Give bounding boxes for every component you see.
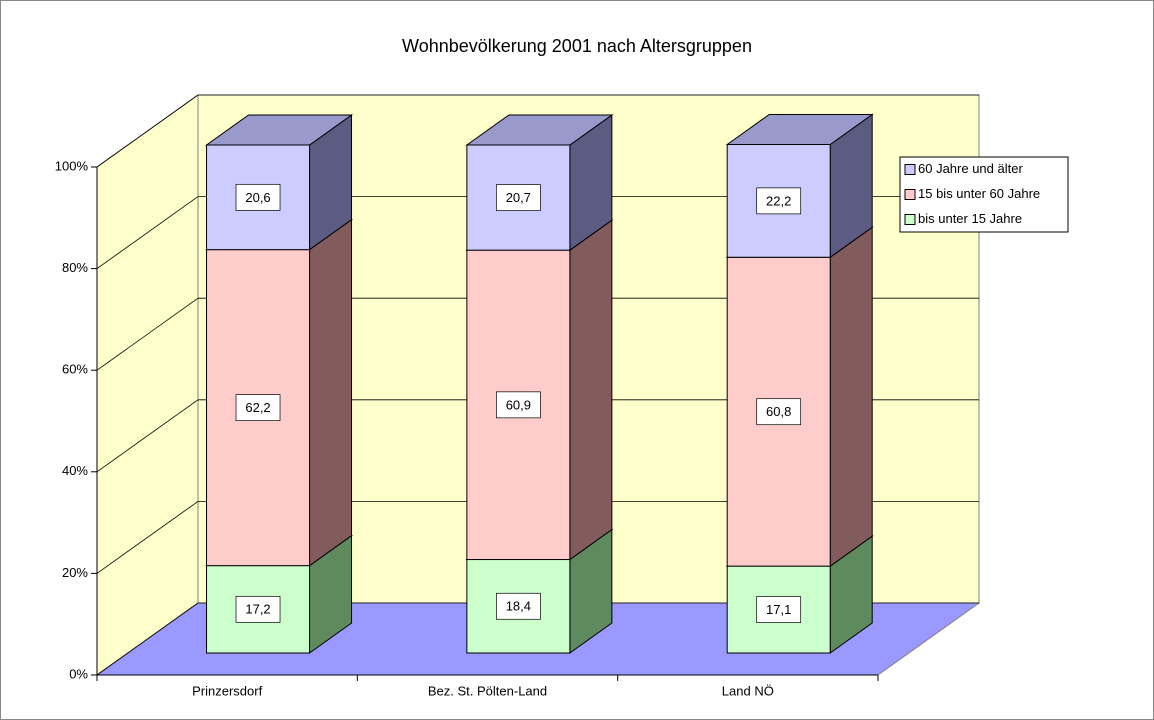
value-label-box <box>496 592 541 620</box>
bar <box>206 144 311 251</box>
value-label-box <box>235 595 281 623</box>
y-tick-label: 40% <box>62 463 88 478</box>
value-label-box <box>496 184 541 211</box>
value-label: 60,9 <box>506 397 531 412</box>
x-tick-label: Land NÖ <box>722 683 774 698</box>
x-tick-label: Prinzersdorf <box>192 683 262 698</box>
y-tick-label: 20% <box>62 565 88 580</box>
value-label-box <box>235 183 281 211</box>
value-label: 18,4 <box>506 599 531 614</box>
legend-swatch <box>904 189 916 200</box>
value-label-box <box>756 398 802 426</box>
bar-side <box>569 219 613 561</box>
y-tick-label: 100% <box>55 158 89 173</box>
value-label: 20,6 <box>245 190 270 205</box>
value-label-box <box>756 596 802 623</box>
y-tick-label: 60% <box>62 362 88 377</box>
grid-line <box>96 94 199 168</box>
legend-swatch <box>904 214 916 225</box>
x-tick-label: Bez. St. Pölten-Land <box>428 683 547 698</box>
legend-label: bis unter 15 Jahre <box>918 211 1022 226</box>
legend-label: 15 bis unter 60 Jahre <box>918 186 1040 201</box>
value-label: 20,7 <box>506 190 531 205</box>
bar-side <box>309 218 353 567</box>
y-tick-label: 80% <box>62 260 88 275</box>
y-tick-label: 0% <box>69 666 88 681</box>
grid-line <box>96 602 199 676</box>
legend-swatch <box>904 164 916 175</box>
value-label: 17,2 <box>245 602 270 617</box>
grid-line <box>96 399 199 473</box>
value-label-box <box>756 187 802 215</box>
value-label-box <box>235 394 281 421</box>
value-label: 17,1 <box>766 602 791 617</box>
grid-line <box>96 297 199 371</box>
value-label: 60,8 <box>766 404 791 419</box>
grid-line <box>96 196 199 269</box>
legend-box <box>899 156 1069 233</box>
legend-label: 60 Jahre und älter <box>918 161 1023 176</box>
value-label: 62,2 <box>245 400 270 415</box>
grid-line <box>96 501 199 574</box>
bar-side <box>829 226 873 568</box>
value-label-box <box>496 391 541 419</box>
value-label: 22,2 <box>766 193 791 208</box>
chart-title: Wohnbevölkerung 2001 nach Altersgruppen <box>402 36 752 56</box>
side-wall <box>96 94 199 676</box>
